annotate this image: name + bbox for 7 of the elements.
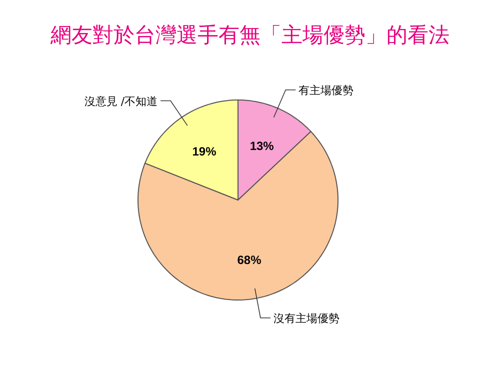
slice-label: 沒有主場優勢 (273, 312, 340, 325)
data-label: 19% (192, 144, 217, 158)
data-label: 13% (250, 138, 274, 153)
slice-label: 沒意見 /不知道 (84, 94, 158, 108)
slice-label: 有主場優勢 (298, 84, 354, 97)
data-label: 68% (237, 252, 262, 267)
chart-title: 網友對於台灣選手有無「主場優勢」的看法 (50, 23, 450, 47)
